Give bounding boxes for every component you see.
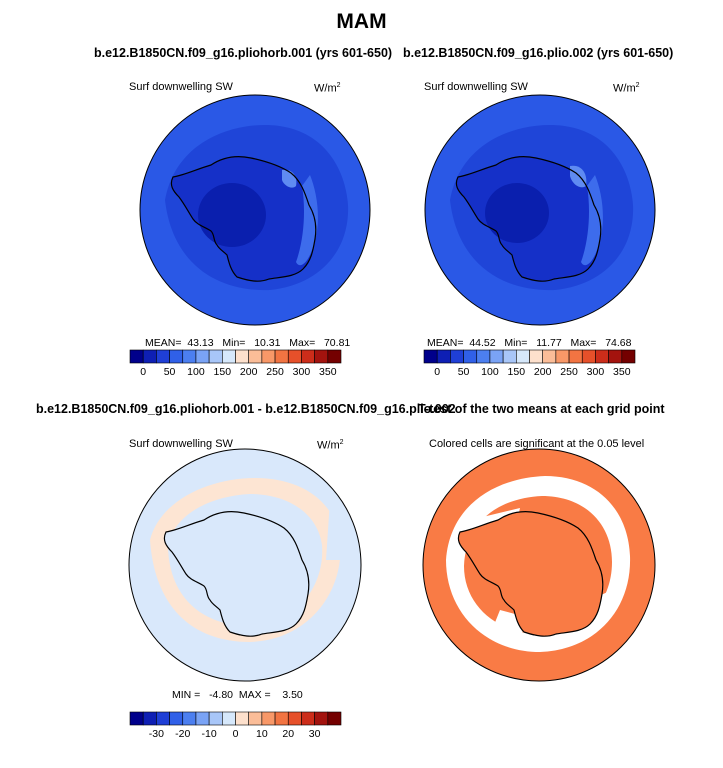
cb1-cell (249, 350, 262, 363)
panel4-map (423, 449, 655, 681)
cb2-cell (503, 350, 516, 363)
cb2-cell (464, 350, 477, 363)
cb3-cell (170, 712, 183, 725)
panel2-pole-minimum (485, 183, 549, 243)
cb3-cell (156, 712, 169, 725)
cb2-cell (424, 350, 437, 363)
cb3-cell (301, 712, 314, 725)
cb1-cell (170, 350, 183, 363)
cb2-cell (569, 350, 582, 363)
cb1-cell (328, 350, 341, 363)
cb2-cell (543, 350, 556, 363)
cb3-cell (130, 712, 143, 725)
cb3-cell (262, 712, 275, 725)
panel3-map (129, 449, 361, 681)
cb1-cell (130, 350, 143, 363)
cb2-cell (437, 350, 450, 363)
cb1-cell (156, 350, 169, 363)
cb2-cell (477, 350, 490, 363)
cb3-cell (183, 712, 196, 725)
cb3-cell (196, 712, 209, 725)
cb1-cell (301, 350, 314, 363)
cb3-cell (236, 712, 249, 725)
cb1-cell (288, 350, 301, 363)
cb1-cell (143, 350, 156, 363)
colorbar3 (130, 712, 341, 725)
cb2-cell (622, 350, 635, 363)
cb1-cell (222, 350, 235, 363)
cb2-cell (609, 350, 622, 363)
cb3-cell (275, 712, 288, 725)
cb3-cell (209, 712, 222, 725)
cb3-cell (249, 712, 262, 725)
cb1-cell (262, 350, 275, 363)
cb1-cell (315, 350, 328, 363)
cb1-cell (236, 350, 249, 363)
cb1-cell (183, 350, 196, 363)
cb2-cell (582, 350, 595, 363)
cb2-cell (516, 350, 529, 363)
cb3-cell (315, 712, 328, 725)
colorbar2 (424, 350, 635, 363)
cb2-cell (490, 350, 503, 363)
cb2-cell (530, 350, 543, 363)
panel1-pole-minimum (198, 183, 266, 247)
cb1-cell (275, 350, 288, 363)
panel2-map (425, 95, 655, 325)
cb3-cell (143, 712, 156, 725)
cb1-cell (209, 350, 222, 363)
colorbar1 (130, 350, 341, 363)
cb3-cell (328, 712, 341, 725)
cb2-cell (450, 350, 463, 363)
cb2-cell (595, 350, 608, 363)
cb2-cell (556, 350, 569, 363)
cb1-cell (196, 350, 209, 363)
cb3-cell (222, 712, 235, 725)
panel1-map (140, 95, 370, 325)
cb3-cell (288, 712, 301, 725)
